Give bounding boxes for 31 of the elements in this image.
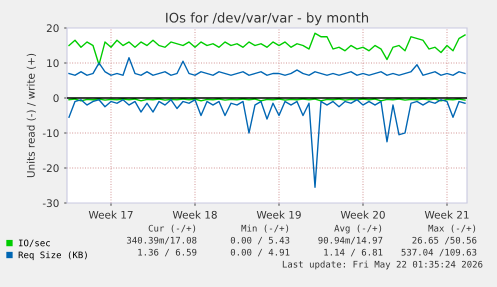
text: 340.39m/17.08 bbox=[126, 236, 196, 244]
text: 90.94m/14.97 bbox=[318, 236, 382, 244]
x-tick-label: Week 20 bbox=[340, 210, 385, 219]
text: Cur (-/+) bbox=[148, 224, 196, 233]
text: 0.00 / 4.91 bbox=[230, 248, 290, 256]
y-tick-label: 20 bbox=[46, 24, 59, 32]
legend-label: Req Size (KB) bbox=[18, 251, 87, 260]
text: Max (-/+) bbox=[428, 224, 476, 233]
y-tick-label: -10 bbox=[42, 129, 59, 138]
x-tick-label: Week 17 bbox=[88, 210, 133, 219]
x-tick-label: Week 19 bbox=[256, 210, 301, 219]
y-tick-label: -30 bbox=[42, 199, 59, 208]
line-series bbox=[68, 57, 466, 76]
text: 537.04 /109.63 bbox=[402, 248, 476, 256]
text: 0.00 / 5.43 bbox=[230, 236, 290, 244]
y-tick-label: 0 bbox=[53, 94, 59, 102]
y-tick-label: -20 bbox=[42, 164, 59, 172]
text: Min (-/+) bbox=[241, 224, 288, 233]
legend-label: IO/sec bbox=[18, 240, 50, 248]
text: Avg (-/+) bbox=[334, 224, 382, 234]
line-series bbox=[68, 99, 466, 188]
text: 1.14 / 6.81 bbox=[324, 248, 382, 256]
line-series bbox=[68, 32, 466, 66]
y-tick-label: 10 bbox=[47, 59, 59, 68]
x-tick-label: Week 21 bbox=[424, 210, 469, 219]
text: 1.36 / 6.59 bbox=[138, 248, 196, 256]
x-tick-label: Week 18 bbox=[172, 210, 217, 219]
chart-title: IOs for /dev/var/var - by month bbox=[166, 12, 368, 26]
text: Last update: Fri May 22 01:35:24 2026 bbox=[282, 260, 482, 270]
y-axis-title: Units read (-) / write (+) bbox=[26, 54, 36, 178]
text: 26.65 /50.56 bbox=[412, 236, 476, 244]
